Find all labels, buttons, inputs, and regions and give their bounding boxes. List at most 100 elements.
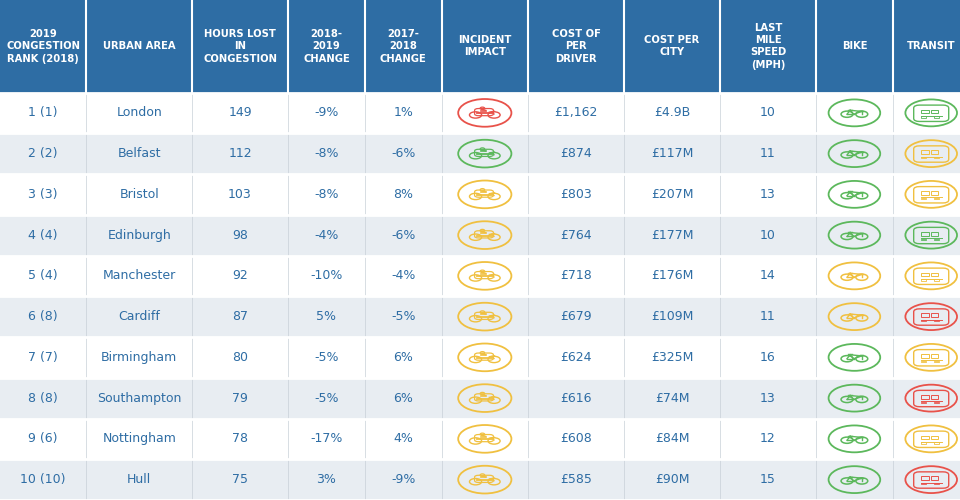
FancyBboxPatch shape xyxy=(720,0,816,92)
Text: 6 (8): 6 (8) xyxy=(29,310,58,323)
Text: -9%: -9% xyxy=(314,106,339,120)
Text: -6%: -6% xyxy=(391,228,416,241)
Text: -4%: -4% xyxy=(391,270,416,282)
Text: 7 (7): 7 (7) xyxy=(29,351,58,364)
Text: £176M: £176M xyxy=(651,270,693,282)
Text: 13: 13 xyxy=(760,392,776,404)
Text: 3 (3): 3 (3) xyxy=(29,188,58,201)
Text: £608: £608 xyxy=(560,432,592,446)
Text: 2019
CONGESTION
RANK (2018): 2019 CONGESTION RANK (2018) xyxy=(6,29,81,64)
Text: -5%: -5% xyxy=(314,351,339,364)
Text: 2018-
2019
CHANGE: 2018- 2019 CHANGE xyxy=(303,29,349,64)
Text: 2017-
2018
CHANGE: 2017- 2018 CHANGE xyxy=(380,29,426,64)
Text: 79: 79 xyxy=(232,392,248,404)
Text: BIKE: BIKE xyxy=(842,42,867,51)
Text: London: London xyxy=(116,106,162,120)
Text: -8%: -8% xyxy=(314,147,339,160)
Text: -9%: -9% xyxy=(391,473,416,486)
Text: £624: £624 xyxy=(561,351,591,364)
Text: £325M: £325M xyxy=(651,351,693,364)
Text: Bristol: Bristol xyxy=(119,188,159,201)
Text: 98: 98 xyxy=(232,228,248,241)
Text: Nottingham: Nottingham xyxy=(103,432,176,446)
FancyBboxPatch shape xyxy=(624,0,720,92)
Text: 2 (2): 2 (2) xyxy=(29,147,58,160)
FancyBboxPatch shape xyxy=(0,459,960,500)
FancyBboxPatch shape xyxy=(86,0,192,92)
Text: 16: 16 xyxy=(760,351,776,364)
Text: 4 (4): 4 (4) xyxy=(29,228,58,241)
Text: £90M: £90M xyxy=(655,473,689,486)
Text: £803: £803 xyxy=(560,188,592,201)
Text: 92: 92 xyxy=(232,270,248,282)
Text: £718: £718 xyxy=(560,270,592,282)
FancyBboxPatch shape xyxy=(0,256,960,296)
FancyBboxPatch shape xyxy=(192,0,288,92)
FancyBboxPatch shape xyxy=(288,0,365,92)
Text: -8%: -8% xyxy=(314,188,339,201)
Text: Edinburgh: Edinburgh xyxy=(108,228,171,241)
Text: £109M: £109M xyxy=(651,310,693,323)
Text: 1 (1): 1 (1) xyxy=(29,106,58,120)
Text: £207M: £207M xyxy=(651,188,693,201)
Text: 15: 15 xyxy=(760,473,776,486)
Text: 4%: 4% xyxy=(394,432,413,446)
Text: £764: £764 xyxy=(561,228,591,241)
Text: 103: 103 xyxy=(228,188,252,201)
Text: £1,162: £1,162 xyxy=(554,106,598,120)
FancyBboxPatch shape xyxy=(0,337,960,378)
FancyBboxPatch shape xyxy=(365,0,442,92)
Text: 10 (10): 10 (10) xyxy=(20,473,66,486)
Text: £585: £585 xyxy=(560,473,592,486)
Text: 11: 11 xyxy=(760,310,776,323)
Text: Cardiff: Cardiff xyxy=(118,310,160,323)
Text: Manchester: Manchester xyxy=(103,270,176,282)
Text: -6%: -6% xyxy=(391,147,416,160)
Text: 8%: 8% xyxy=(394,188,413,201)
Text: 75: 75 xyxy=(232,473,248,486)
Text: 8 (8): 8 (8) xyxy=(29,392,58,404)
Text: -17%: -17% xyxy=(310,432,343,446)
Text: £74M: £74M xyxy=(655,392,689,404)
Text: 149: 149 xyxy=(228,106,252,120)
Text: 80: 80 xyxy=(232,351,248,364)
Text: LAST
MILE
SPEED
(MPH): LAST MILE SPEED (MPH) xyxy=(750,22,786,70)
FancyBboxPatch shape xyxy=(0,296,960,337)
Text: -4%: -4% xyxy=(314,228,339,241)
Text: 11: 11 xyxy=(760,147,776,160)
Text: Belfast: Belfast xyxy=(117,147,161,160)
Text: 6%: 6% xyxy=(394,351,413,364)
Text: £84M: £84M xyxy=(655,432,689,446)
FancyBboxPatch shape xyxy=(0,378,960,418)
Text: 5%: 5% xyxy=(317,310,336,323)
Text: 10: 10 xyxy=(760,228,776,241)
Text: £4.9B: £4.9B xyxy=(654,106,690,120)
Text: £616: £616 xyxy=(561,392,591,404)
Text: COST OF
PER
DRIVER: COST OF PER DRIVER xyxy=(552,29,600,64)
Text: 9 (6): 9 (6) xyxy=(29,432,58,446)
Text: 78: 78 xyxy=(232,432,248,446)
Text: 10: 10 xyxy=(760,106,776,120)
FancyBboxPatch shape xyxy=(0,0,86,92)
Text: 12: 12 xyxy=(760,432,776,446)
Text: URBAN AREA: URBAN AREA xyxy=(103,42,176,51)
Text: £679: £679 xyxy=(561,310,591,323)
Text: 87: 87 xyxy=(232,310,248,323)
Text: £117M: £117M xyxy=(651,147,693,160)
Text: 5 (4): 5 (4) xyxy=(29,270,58,282)
FancyBboxPatch shape xyxy=(0,134,960,174)
Text: £177M: £177M xyxy=(651,228,693,241)
FancyBboxPatch shape xyxy=(442,0,528,92)
FancyBboxPatch shape xyxy=(0,215,960,256)
FancyBboxPatch shape xyxy=(528,0,624,92)
Text: COST PER
CITY: COST PER CITY xyxy=(644,35,700,58)
Text: HOURS LOST
IN
CONGESTION: HOURS LOST IN CONGESTION xyxy=(203,29,277,64)
FancyBboxPatch shape xyxy=(0,174,960,215)
Text: -5%: -5% xyxy=(391,310,416,323)
Text: TRANSIT: TRANSIT xyxy=(907,42,955,51)
Text: 6%: 6% xyxy=(394,392,413,404)
Text: 1%: 1% xyxy=(394,106,413,120)
FancyBboxPatch shape xyxy=(0,418,960,459)
Text: 112: 112 xyxy=(228,147,252,160)
FancyBboxPatch shape xyxy=(893,0,960,92)
